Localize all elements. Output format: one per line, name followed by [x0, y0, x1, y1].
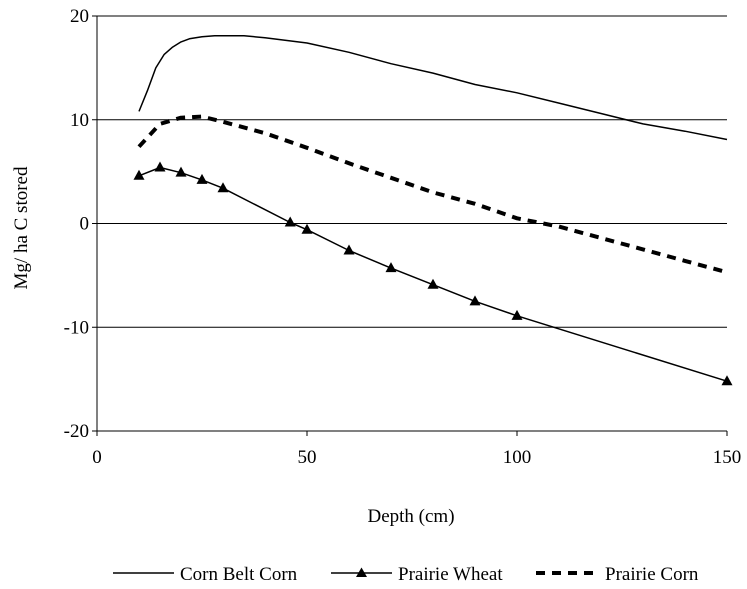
legend-item-prairie-corn: Prairie Corn	[536, 564, 699, 585]
x-axis-label: Depth (cm)	[367, 506, 454, 527]
gridlines	[97, 15, 727, 328]
data-point-prairie-wheat	[154, 161, 166, 172]
data-point-prairie-wheat	[284, 216, 296, 227]
legend: Corn Belt Corn Prairie Wheat Prairie Cor…	[113, 564, 699, 585]
data-point-prairie-wheat	[133, 169, 145, 180]
y-tick-label: 0	[80, 214, 90, 235]
legend-marker-prairie-wheat	[356, 567, 367, 577]
series-line-prairie-wheat	[138, 166, 728, 382]
data-point-prairie-wheat	[385, 262, 397, 273]
legend-item-prairie-wheat: Prairie Wheat	[331, 564, 503, 585]
series-line-corn-belt-corn	[138, 34, 728, 141]
y-tick-label: 10	[70, 110, 89, 131]
data-point-prairie-wheat	[217, 182, 229, 193]
x-tick-label: 150	[713, 447, 742, 468]
legend-item-corn-belt-corn: Corn Belt Corn	[113, 564, 298, 585]
y-tick-label: 20	[70, 6, 89, 27]
data-point-prairie-wheat	[469, 295, 481, 306]
y-tick-label: -20	[64, 421, 89, 442]
data-point-prairie-wheat	[301, 223, 313, 234]
legend-label-corn-belt-corn: Corn Belt Corn	[180, 564, 298, 584]
legend-label-prairie-wheat: Prairie Wheat	[398, 564, 503, 584]
data-point-prairie-wheat	[175, 166, 187, 177]
data-point-prairie-wheat	[511, 309, 523, 320]
data-point-prairie-wheat	[196, 173, 208, 184]
data-point-prairie-wheat	[427, 278, 439, 289]
x-tick-label: 50	[298, 447, 317, 468]
tick-labels: -20 -10 0 10 20 0 50 100 150	[64, 6, 742, 468]
series-line-prairie-corn	[137, 114, 728, 275]
legend-label-prairie-corn: Prairie Corn	[605, 564, 699, 584]
series	[133, 34, 733, 386]
x-tick-label: 100	[503, 447, 532, 468]
y-tick-label: -10	[64, 317, 89, 338]
x-tick-label: 0	[92, 447, 102, 468]
data-point-prairie-wheat	[721, 375, 733, 386]
data-point-prairie-wheat	[343, 244, 355, 255]
y-axis-label: Mg/ ha C stored	[11, 166, 32, 289]
